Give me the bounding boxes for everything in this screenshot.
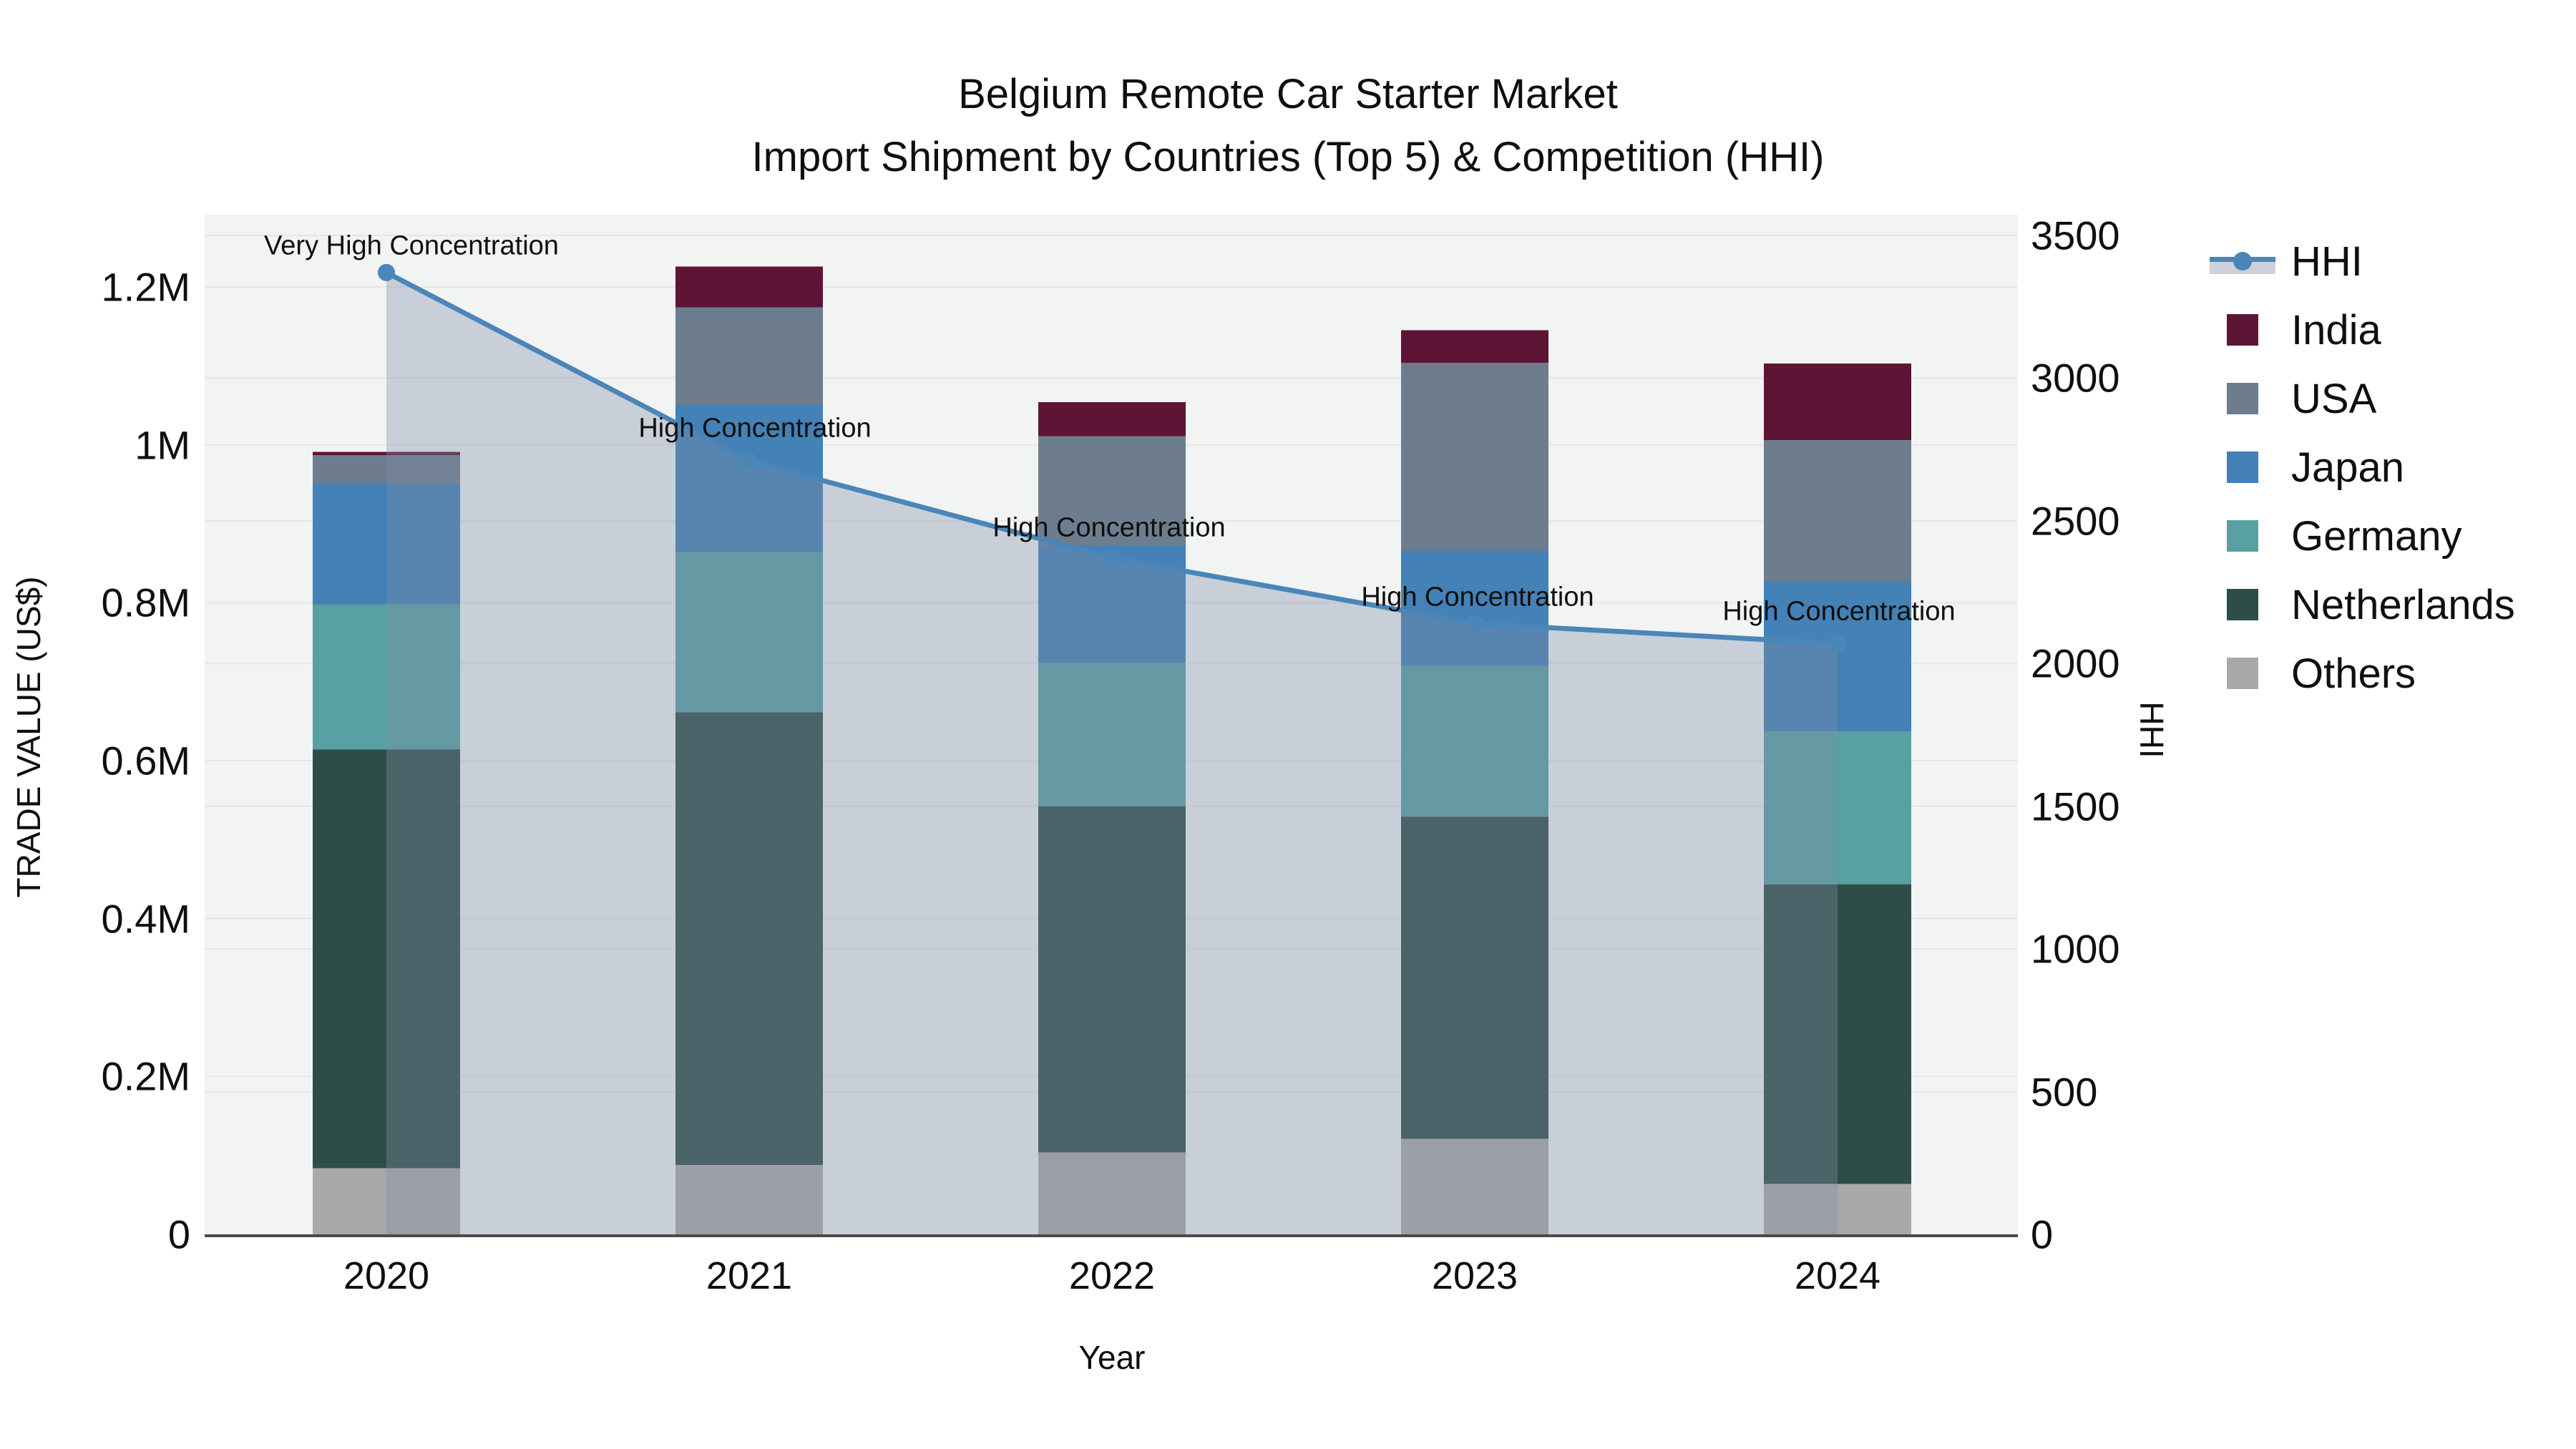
legend-swatch-japan	[2210, 452, 2275, 483]
bar-segment-japan-2024[interactable]	[1764, 581, 1911, 732]
bar-segment-germany-2023[interactable]	[1401, 665, 1548, 817]
legend-item-japan[interactable]: Japan	[2210, 433, 2515, 502]
x-axis-title: Year	[1078, 1339, 1146, 1376]
legend: HHI India USA Japan Germany Netherlands Others	[2210, 227, 2515, 708]
legend-swatch-germany	[2210, 520, 2275, 552]
bar-segment-netherlands-2021[interactable]	[675, 712, 823, 1165]
hhi-point-2021[interactable]	[741, 452, 758, 470]
x-axis-line	[205, 1234, 2018, 1237]
annotation-high-concentration-2022: High Concentration	[992, 512, 1226, 543]
bar-segment-india-2024[interactable]	[1764, 364, 1911, 441]
legend-label-hhi: HHI	[2291, 238, 2363, 285]
bar-segment-others-2023[interactable]	[1401, 1138, 1548, 1234]
legend-label-netherlands: Netherlands	[2291, 581, 2515, 628]
legend-swatch-netherlands	[2210, 589, 2275, 620]
bar-segment-india-2023[interactable]	[1401, 330, 1548, 363]
x-tick-2024: 2024	[1794, 1254, 1881, 1297]
bar-segment-netherlands-2022[interactable]	[1038, 806, 1186, 1153]
legend-swatch-others	[2210, 658, 2275, 689]
bar-segment-germany-2024[interactable]	[1764, 731, 1911, 885]
legend-swatch-hhi	[2210, 245, 2275, 277]
bar-segment-japan-2023[interactable]	[1401, 550, 1548, 666]
hhi-point-2020[interactable]	[378, 263, 395, 281]
legend-label-india: India	[2291, 306, 2381, 353]
bar-segment-netherlands-2020[interactable]	[313, 749, 460, 1169]
y-left-tick-0.6M: 0.6M	[101, 738, 191, 784]
legend-item-india[interactable]: India	[2210, 296, 2515, 364]
bar-segment-netherlands-2023[interactable]	[1401, 816, 1548, 1139]
hhi-marker-icon	[2233, 252, 2252, 270]
chart-title-block: Belgium Remote Car Starter Market Import…	[752, 63, 1825, 189]
bar-segment-others-2020[interactable]	[313, 1168, 460, 1234]
others-color-swatch	[2227, 658, 2258, 689]
bar-segment-others-2022[interactable]	[1038, 1152, 1186, 1234]
legend-swatch-india	[2210, 314, 2275, 346]
chart-subtitle: Import Shipment by Countries (Top 5) & C…	[751, 134, 1825, 180]
y-left-tick-0.4M: 0.4M	[101, 896, 191, 942]
y-left-tick-0: 0	[167, 1211, 190, 1257]
bar-segment-india-2020[interactable]	[313, 452, 460, 456]
x-tick-2021: 2021	[706, 1254, 793, 1297]
bar-segment-netherlands-2024[interactable]	[1764, 884, 1911, 1184]
bar-segment-usa-2024[interactable]	[1764, 440, 1911, 582]
bar-segment-usa-2021[interactable]	[675, 307, 823, 405]
bar-segment-india-2021[interactable]	[675, 266, 823, 308]
annotation-high-concentration-2024: High Concentration	[1722, 596, 1956, 627]
hhi-point-2024[interactable]	[1829, 635, 1846, 653]
annotation-very-high-concentration-2020: Very High Concentration	[264, 230, 559, 261]
y-right-tick-2000: 2000	[2031, 640, 2120, 686]
y-right-tick-0: 0	[2031, 1211, 2054, 1257]
bar-segment-germany-2021[interactable]	[675, 552, 823, 713]
bar-segment-usa-2022[interactable]	[1038, 436, 1186, 545]
hhi-point-2022[interactable]	[1103, 549, 1121, 567]
bar-segment-usa-2020[interactable]	[313, 455, 460, 484]
legend-label-others: Others	[2291, 650, 2416, 697]
y-right-tick-1500: 1500	[2031, 784, 2120, 829]
hhi-area-fill	[386, 272, 1838, 1234]
legend-item-netherlands[interactable]: Netherlands	[2210, 570, 2515, 639]
netherlands-color-swatch	[2227, 589, 2258, 620]
bar-segment-japan-2020[interactable]	[313, 483, 460, 605]
annotation-high-concentration-2023: High Concentration	[1361, 582, 1594, 613]
bar-segment-usa-2023[interactable]	[1401, 362, 1548, 551]
legend-label-usa: USA	[2291, 375, 2377, 422]
legend-label-japan: Japan	[2291, 444, 2405, 491]
india-color-swatch	[2227, 314, 2258, 346]
y-right-tick-1000: 1000	[2031, 926, 2120, 972]
legend-swatch-usa	[2210, 383, 2275, 414]
bar-segment-germany-2020[interactable]	[313, 604, 460, 750]
bar-segment-japan-2021[interactable]	[675, 404, 823, 552]
y-left-tick-0.2M: 0.2M	[101, 1053, 191, 1099]
x-tick-2023: 2023	[1431, 1254, 1518, 1297]
bar-segment-others-2021[interactable]	[675, 1164, 823, 1234]
y-right-tick-3000: 3000	[2031, 355, 2120, 401]
x-tick-2020: 2020	[343, 1254, 430, 1297]
y-left-tick-1M: 1M	[135, 422, 190, 468]
chart-title: Belgium Remote Car Starter Market	[958, 71, 1618, 117]
usa-color-swatch	[2227, 383, 2258, 414]
japan-color-swatch	[2227, 452, 2258, 483]
x-tick-2022: 2022	[1068, 1254, 1156, 1297]
legend-label-germany: Germany	[2291, 512, 2462, 560]
legend-item-usa[interactable]: USA	[2210, 364, 2515, 433]
y-right-tick-2500: 2500	[2031, 498, 2120, 544]
y-right-tick-3500: 3500	[2031, 213, 2120, 258]
legend-item-germany[interactable]: Germany	[2210, 502, 2515, 570]
y-left-tick-0.8M: 0.8M	[101, 580, 191, 625]
bar-segment-india-2022[interactable]	[1038, 402, 1186, 436]
y-axis-left-title: TRADE VALUE (US$)	[10, 576, 47, 898]
y-right-tick-500: 500	[2031, 1069, 2098, 1115]
legend-item-hhi[interactable]: HHI	[2210, 227, 2515, 296]
legend-item-others[interactable]: Others	[2210, 639, 2515, 708]
y-left-tick-1.2M: 1.2M	[101, 264, 191, 310]
germany-color-swatch	[2227, 520, 2258, 552]
y-axis-right-title: HHI	[2133, 701, 2170, 758]
bar-segment-germany-2022[interactable]	[1038, 663, 1186, 806]
annotation-high-concentration-2021: High Concentration	[638, 413, 872, 444]
bar-segment-others-2024[interactable]	[1764, 1184, 1911, 1234]
hhi-point-2023[interactable]	[1466, 615, 1483, 633]
